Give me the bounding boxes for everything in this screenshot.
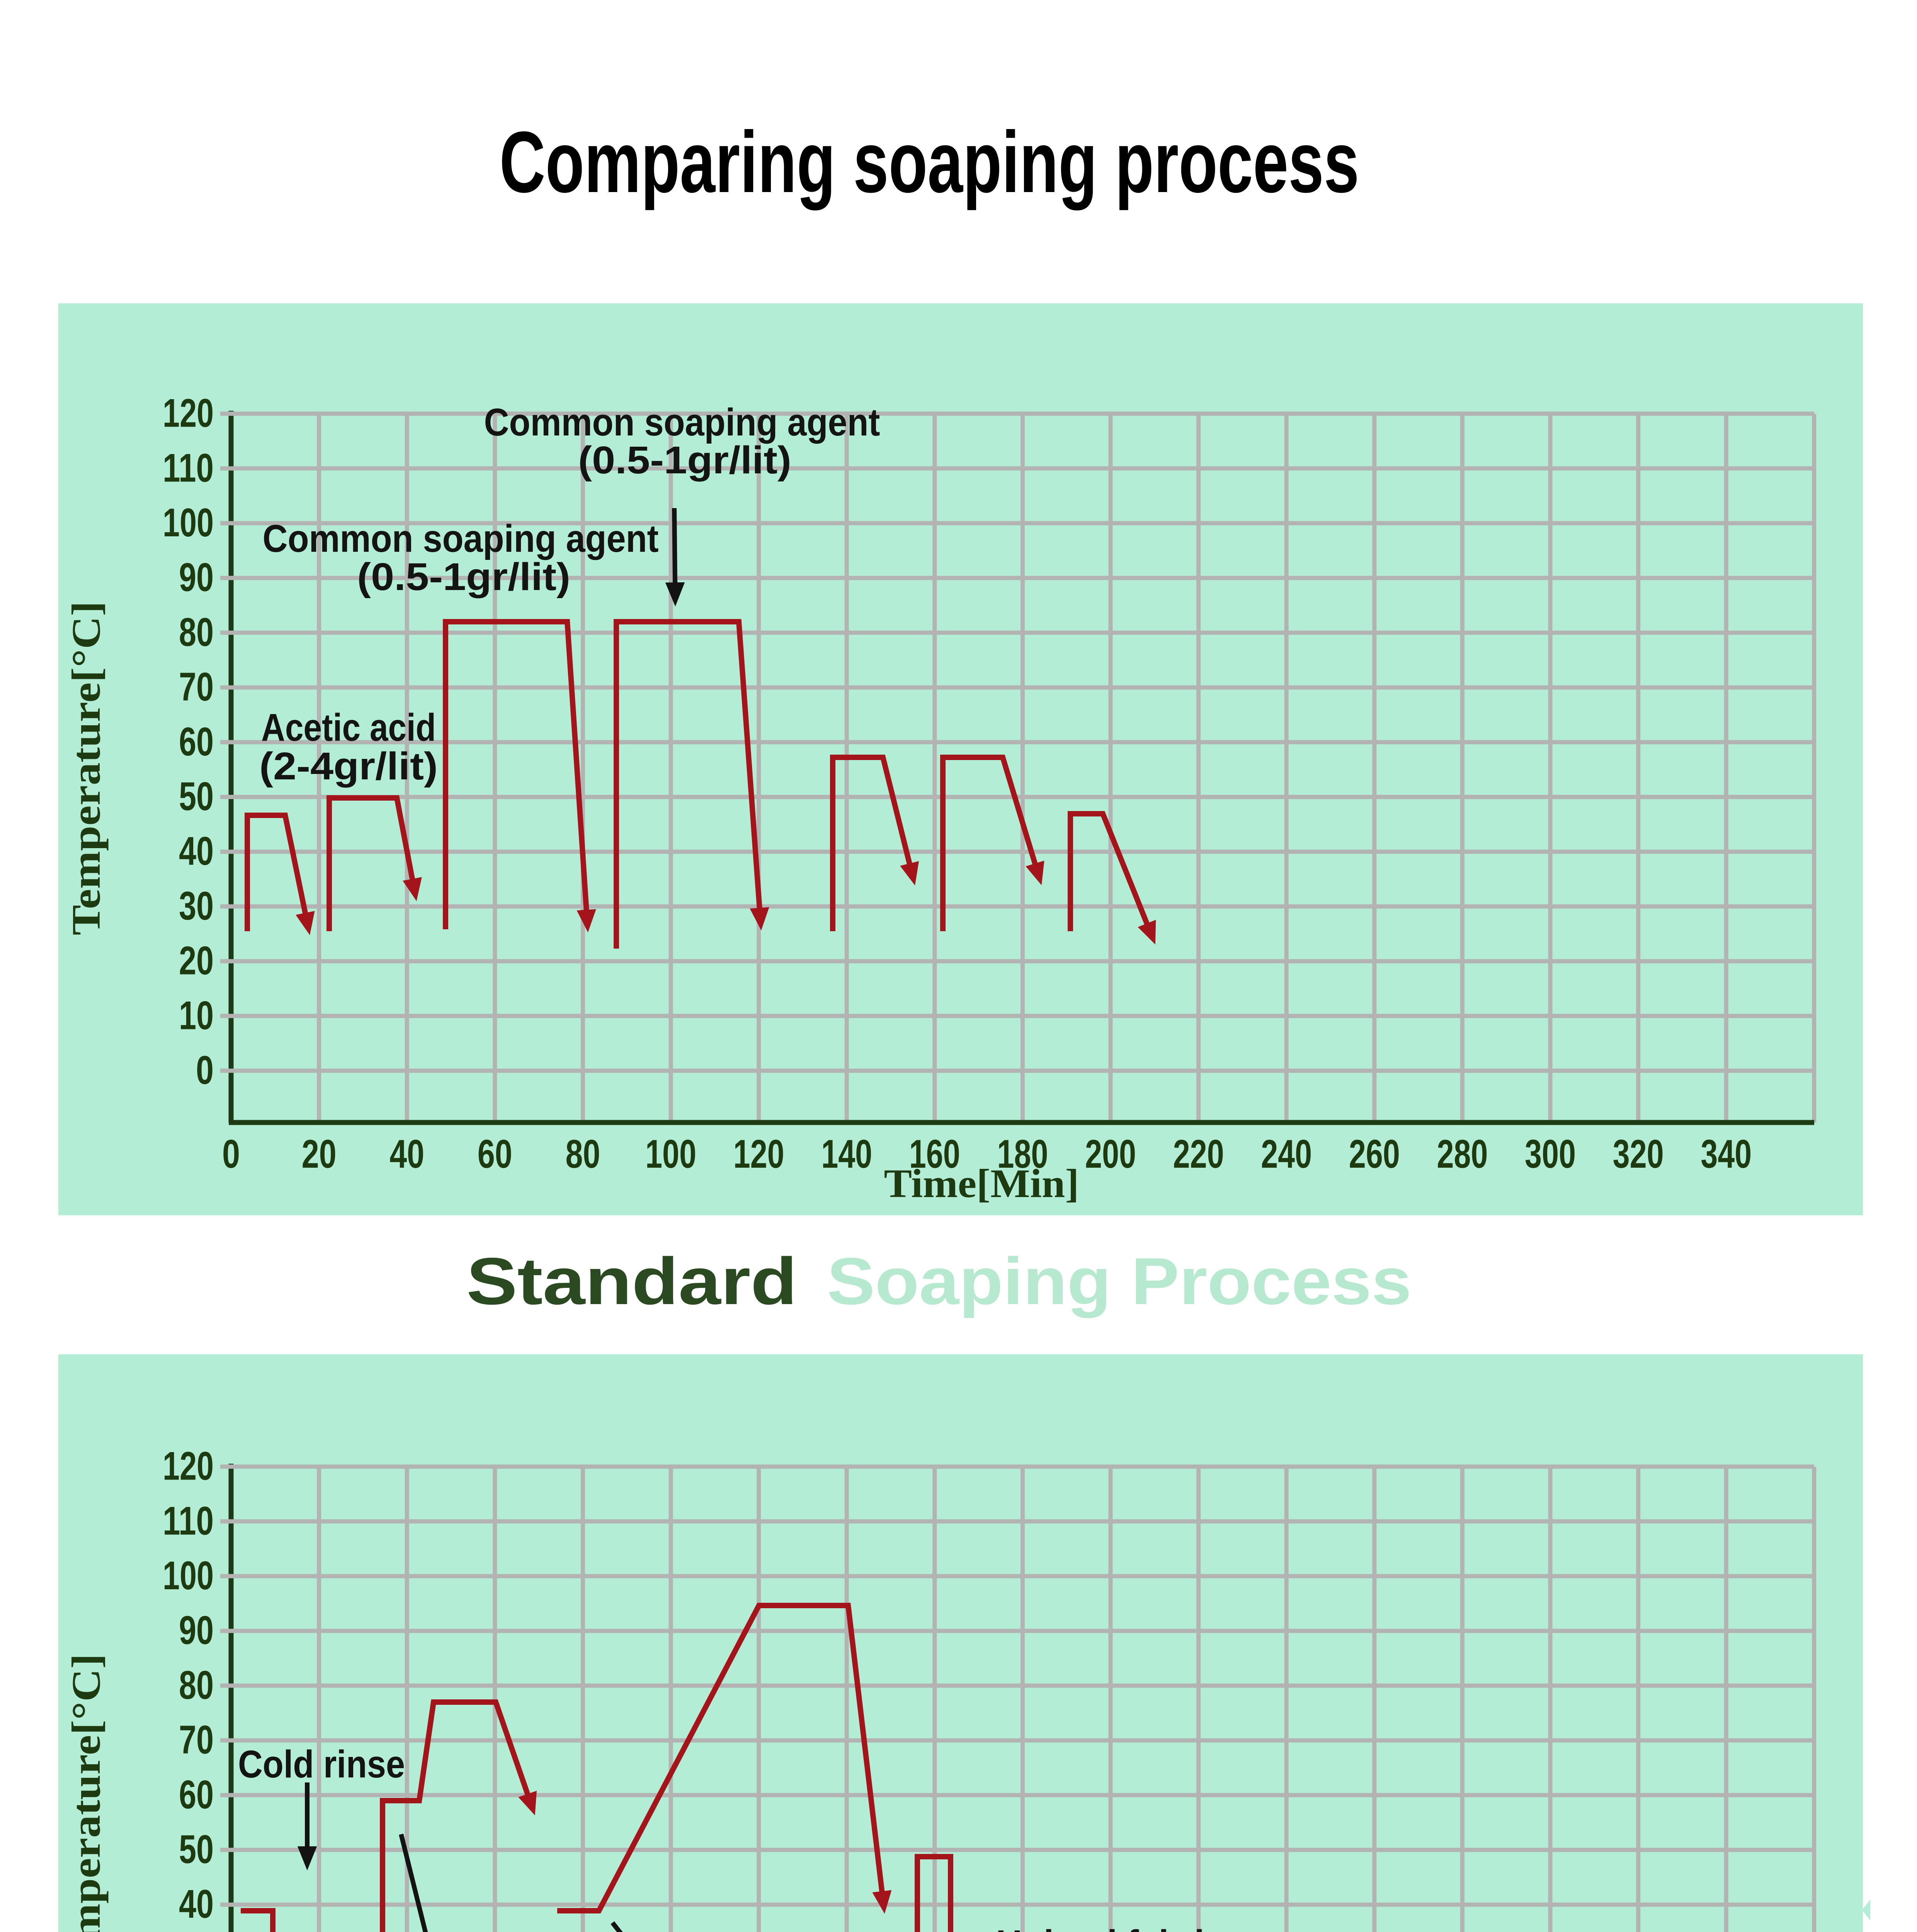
svg-text:280: 280	[1437, 1132, 1488, 1177]
svg-text:100: 100	[163, 1553, 214, 1598]
svg-text:Cold rinse: Cold rinse	[238, 1743, 405, 1786]
svg-text:Temperature[°C]: Temperature[°C]	[63, 601, 109, 935]
svg-text:100: 100	[163, 500, 214, 545]
svg-text:110: 110	[163, 1498, 214, 1543]
svg-text:120: 120	[163, 391, 214, 436]
svg-text:60: 60	[179, 1772, 214, 1817]
svg-text:(0.5-1gr/lit): (0.5-1gr/lit)	[357, 555, 570, 599]
svg-text:110: 110	[163, 446, 214, 490]
svg-text:60: 60	[478, 1132, 512, 1177]
svg-text:(2-4gr/lit): (2-4gr/lit)	[259, 745, 438, 788]
svg-text:140: 140	[821, 1132, 872, 1177]
svg-text:60: 60	[179, 719, 214, 764]
svg-text:90: 90	[179, 1608, 214, 1653]
svg-text:80: 80	[565, 1132, 600, 1177]
svg-text:300: 300	[1525, 1132, 1576, 1177]
svg-text:80: 80	[179, 610, 214, 655]
svg-text:180: 180	[997, 1132, 1048, 1177]
svg-text:50: 50	[179, 1827, 214, 1872]
svg-text:320: 320	[1613, 1132, 1664, 1177]
svg-text:0: 0	[196, 1048, 214, 1093]
svg-text:260: 260	[1349, 1132, 1400, 1177]
svg-text:70: 70	[179, 1718, 214, 1762]
svg-text:10: 10	[179, 993, 214, 1038]
svg-text:120: 120	[733, 1132, 784, 1177]
svg-text:Time[Min]: Time[Min]	[884, 1161, 1079, 1206]
svg-text:Temperature[°C]: Temperature[°C]	[63, 1654, 109, 1932]
svg-text:40: 40	[390, 1132, 424, 1177]
svg-text:50: 50	[179, 774, 214, 819]
svg-text:240: 240	[1261, 1132, 1312, 1177]
svg-text:30: 30	[179, 884, 214, 929]
svg-text:(0.5-1gr/lit): (0.5-1gr/lit)	[578, 439, 791, 482]
svg-text:200: 200	[1085, 1132, 1136, 1177]
svg-text:70: 70	[179, 665, 214, 709]
svg-text:120: 120	[163, 1444, 214, 1489]
svg-text:Common soaping agent: Common soaping agent	[484, 401, 880, 444]
svg-text:Common soaping agent: Common soaping agent	[263, 517, 659, 560]
svg-text:20: 20	[302, 1132, 337, 1177]
svg-text:80: 80	[179, 1663, 214, 1708]
svg-text:90: 90	[179, 555, 214, 600]
svg-text:100: 100	[645, 1132, 696, 1177]
svg-text:340: 340	[1701, 1132, 1752, 1177]
svg-text:20: 20	[179, 939, 214, 983]
svg-text:0: 0	[222, 1132, 240, 1177]
svg-text:160: 160	[909, 1132, 960, 1177]
svg-text:Unload fabric: Unload fabric	[996, 1922, 1224, 1932]
svg-text:Comparing soaping process: Comparing soaping process	[500, 113, 1359, 211]
svg-text:40: 40	[179, 829, 214, 874]
svg-text:220: 220	[1173, 1132, 1224, 1177]
svg-text:40: 40	[179, 1882, 214, 1927]
svg-text:Acetic acid: Acetic acid	[261, 706, 436, 749]
